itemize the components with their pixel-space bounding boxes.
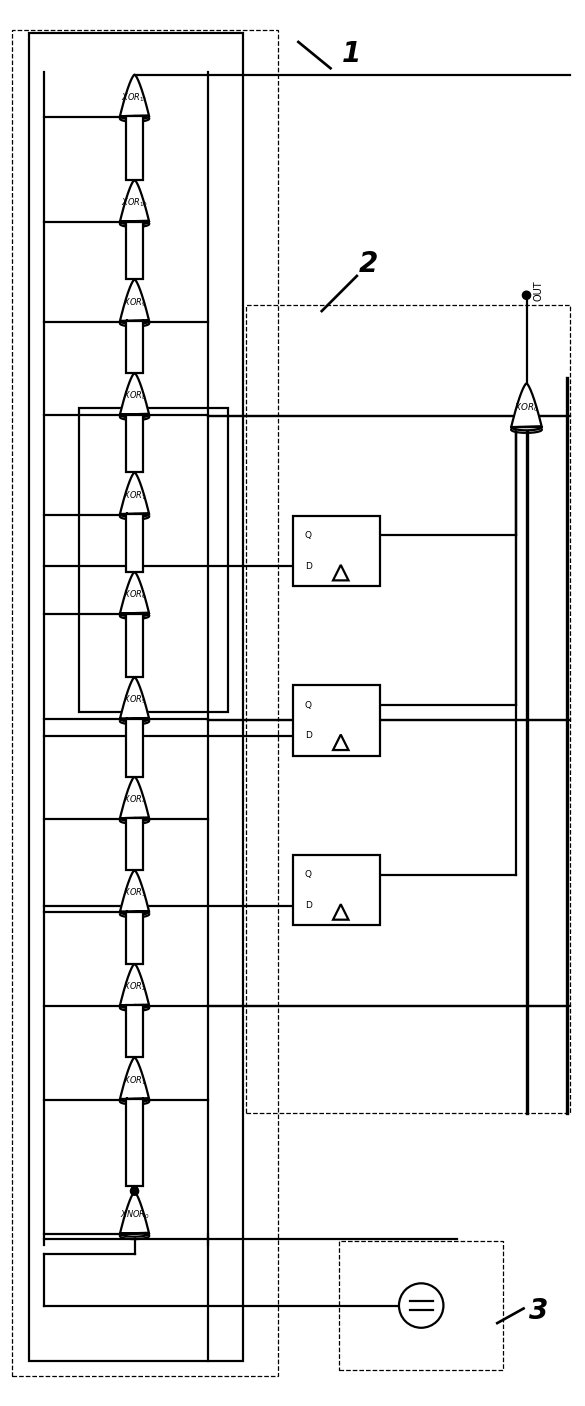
Bar (12, 31, 278, 1375)
Text: XOR$_{3}$: XOR$_{3}$ (123, 887, 146, 900)
Text: XOR$_{1}$: XOR$_{1}$ (123, 1074, 146, 1087)
Text: OUT: OUT (534, 280, 543, 301)
Polygon shape (120, 280, 149, 323)
Bar (79, 408, 228, 711)
Text: XOR$_{2}$: XOR$_{2}$ (123, 980, 146, 993)
Bar (126, 222, 143, 280)
Polygon shape (120, 963, 149, 1008)
Text: Q: Q (305, 700, 312, 710)
Polygon shape (511, 384, 542, 430)
Bar (126, 912, 143, 963)
Bar (126, 321, 143, 373)
Text: XOR$_{4}$: XOR$_{4}$ (123, 793, 146, 806)
Text: D: D (305, 731, 312, 741)
Text: 1: 1 (342, 39, 360, 67)
Text: XOR$_{9}$: XOR$_{9}$ (123, 297, 146, 308)
Text: XOR$_{7}$: XOR$_{7}$ (123, 489, 146, 502)
Bar (126, 117, 143, 180)
Bar (292, 855, 380, 925)
Polygon shape (120, 1057, 149, 1102)
Bar (126, 613, 143, 678)
Text: XOR$_{8}$: XOR$_{8}$ (123, 389, 146, 402)
Polygon shape (120, 870, 149, 915)
Text: 3: 3 (529, 1298, 548, 1326)
Polygon shape (120, 373, 149, 418)
Polygon shape (120, 776, 149, 821)
Circle shape (399, 1284, 443, 1327)
Polygon shape (120, 572, 149, 617)
Bar (246, 305, 570, 1112)
Circle shape (130, 1187, 139, 1195)
Text: Q: Q (305, 531, 312, 540)
Circle shape (132, 1187, 137, 1192)
Bar (292, 686, 380, 755)
Polygon shape (120, 472, 149, 517)
Polygon shape (120, 75, 149, 120)
Bar (339, 1241, 503, 1369)
Bar (126, 718, 143, 776)
Text: Q: Q (305, 870, 312, 879)
Bar (126, 1005, 143, 1057)
Text: XNOR$_{0}$: XNOR$_{0}$ (120, 1209, 149, 1222)
Circle shape (522, 291, 531, 299)
Text: XOR$_{10}$: XOR$_{10}$ (121, 197, 148, 209)
Polygon shape (120, 180, 149, 225)
Text: XOR$_{5}$: XOR$_{5}$ (123, 693, 146, 706)
Text: XOR$_{11}$: XOR$_{11}$ (121, 91, 148, 104)
Bar (29, 34, 243, 1361)
Polygon shape (120, 1192, 149, 1237)
Text: D: D (305, 562, 312, 571)
Bar (126, 818, 143, 870)
Text: D: D (305, 901, 312, 910)
Bar (292, 516, 380, 586)
Text: XOR$_0$: XOR$_0$ (514, 401, 539, 413)
Bar (126, 515, 143, 572)
Bar (126, 1099, 143, 1187)
Text: 2: 2 (359, 250, 378, 278)
Polygon shape (120, 678, 149, 721)
Bar (126, 415, 143, 472)
Text: XOR$_{6}$: XOR$_{6}$ (123, 589, 146, 600)
